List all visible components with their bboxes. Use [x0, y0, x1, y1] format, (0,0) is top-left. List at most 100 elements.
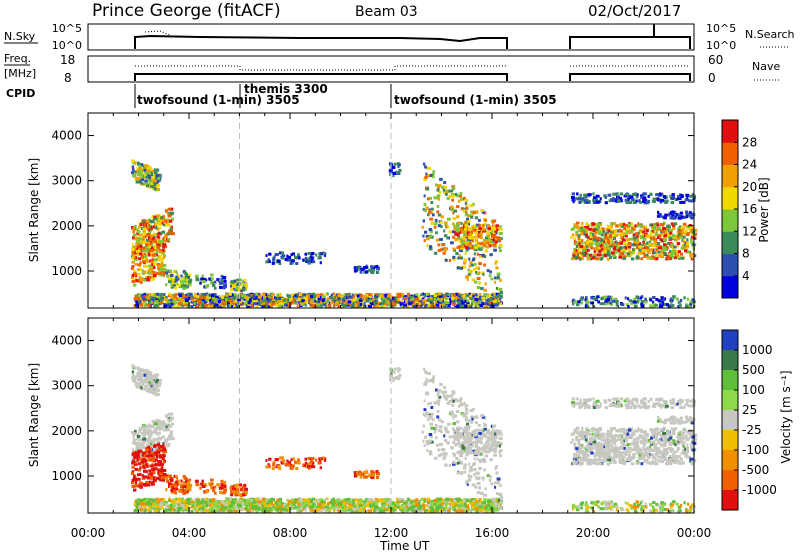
power-cell	[603, 194, 606, 198]
power-cell	[643, 196, 647, 200]
power-cell	[486, 234, 489, 238]
velocity-cell	[167, 434, 172, 438]
velocity-cell	[152, 442, 156, 446]
power-cell	[227, 304, 230, 308]
power-cell	[615, 300, 619, 304]
velocity-cell	[140, 445, 143, 449]
power-cell	[178, 296, 182, 300]
power-cell	[210, 277, 214, 281]
power-cell	[388, 294, 392, 298]
power-cell	[393, 301, 397, 305]
power-cell	[446, 217, 451, 221]
power-cell	[458, 239, 461, 243]
power-cell	[150, 234, 154, 238]
power-cell	[161, 271, 166, 275]
power-cell	[279, 304, 282, 308]
velocity-cell	[155, 476, 159, 480]
velocity-cell	[153, 467, 156, 471]
velocity-cell	[170, 479, 174, 483]
power-cell	[605, 227, 610, 231]
power-cell	[591, 240, 594, 243]
power-cell	[592, 197, 597, 201]
power-cell	[170, 207, 174, 211]
power-cell	[287, 258, 292, 262]
power-cell	[243, 278, 247, 282]
power-cell	[286, 304, 291, 307]
power-cell	[153, 173, 156, 177]
power-cell	[464, 265, 467, 269]
power-cell	[620, 235, 623, 239]
power-cell	[211, 296, 215, 300]
power-cell	[455, 224, 459, 228]
power-cell	[322, 298, 326, 302]
power-cell	[443, 249, 447, 253]
power-cell	[145, 265, 148, 269]
power-cell	[400, 299, 405, 303]
power-cell	[648, 240, 652, 244]
power-cell	[197, 296, 202, 300]
velocity-cell	[142, 432, 147, 436]
power-cell	[136, 268, 140, 272]
power-cell	[425, 299, 429, 303]
power-cell	[286, 293, 289, 297]
power-cell	[439, 220, 443, 224]
velocity-cell	[222, 491, 226, 495]
velocity-cell	[275, 503, 279, 507]
power-cell	[131, 165, 134, 169]
power-cell	[149, 267, 154, 271]
power-cell	[277, 259, 281, 263]
power-cell	[483, 238, 486, 242]
power-cell	[578, 246, 581, 250]
power-cell	[661, 296, 664, 300]
power-cell	[592, 238, 597, 242]
velocity-cell	[208, 482, 211, 486]
velocity-cell	[150, 431, 153, 435]
power-cell	[155, 222, 159, 226]
power-cell	[142, 299, 146, 303]
power-cell	[440, 215, 444, 219]
velocity-cell	[166, 437, 171, 441]
power-cell	[688, 250, 691, 254]
freq-panel: Freq. [MHz] 18 8 60 0 Nave	[4, 52, 780, 85]
power-cell	[604, 242, 607, 246]
power-cell	[375, 267, 380, 271]
power-cell	[451, 198, 455, 202]
velocity-cell	[267, 510, 271, 513]
power-cell	[470, 215, 474, 219]
velocity-cell	[149, 447, 152, 451]
power-cell	[601, 253, 605, 257]
power-cell	[318, 253, 322, 257]
power-cell	[162, 237, 165, 241]
velocity-cell	[478, 498, 482, 501]
power-cell	[317, 256, 321, 260]
velocity-cell	[186, 486, 191, 490]
power-cell	[586, 224, 590, 228]
power-cell	[601, 238, 604, 242]
power-cell	[456, 292, 461, 296]
power-cell	[156, 295, 160, 299]
power-cell	[492, 243, 497, 247]
power-cell	[161, 219, 166, 222]
power-cell	[324, 305, 327, 308]
power-cell	[344, 293, 348, 297]
power-cell	[195, 278, 200, 282]
power-cell	[685, 250, 690, 254]
power-cell	[435, 231, 438, 235]
power-cell	[690, 212, 694, 216]
power-cell	[343, 296, 347, 300]
power-cell	[498, 244, 503, 248]
power-cell	[370, 266, 373, 269]
power-cell	[173, 304, 176, 308]
power-cell	[309, 294, 313, 298]
power-cell	[633, 236, 637, 240]
power-cell	[476, 304, 479, 308]
power-cell	[365, 299, 369, 303]
power-cell	[481, 210, 485, 214]
velocity-cell	[132, 379, 136, 383]
power-cell	[424, 165, 427, 169]
power-cell	[200, 297, 205, 301]
power-cell	[668, 256, 672, 260]
power-cell	[138, 225, 142, 229]
power-cell	[644, 201, 649, 205]
power-cell	[619, 249, 623, 252]
